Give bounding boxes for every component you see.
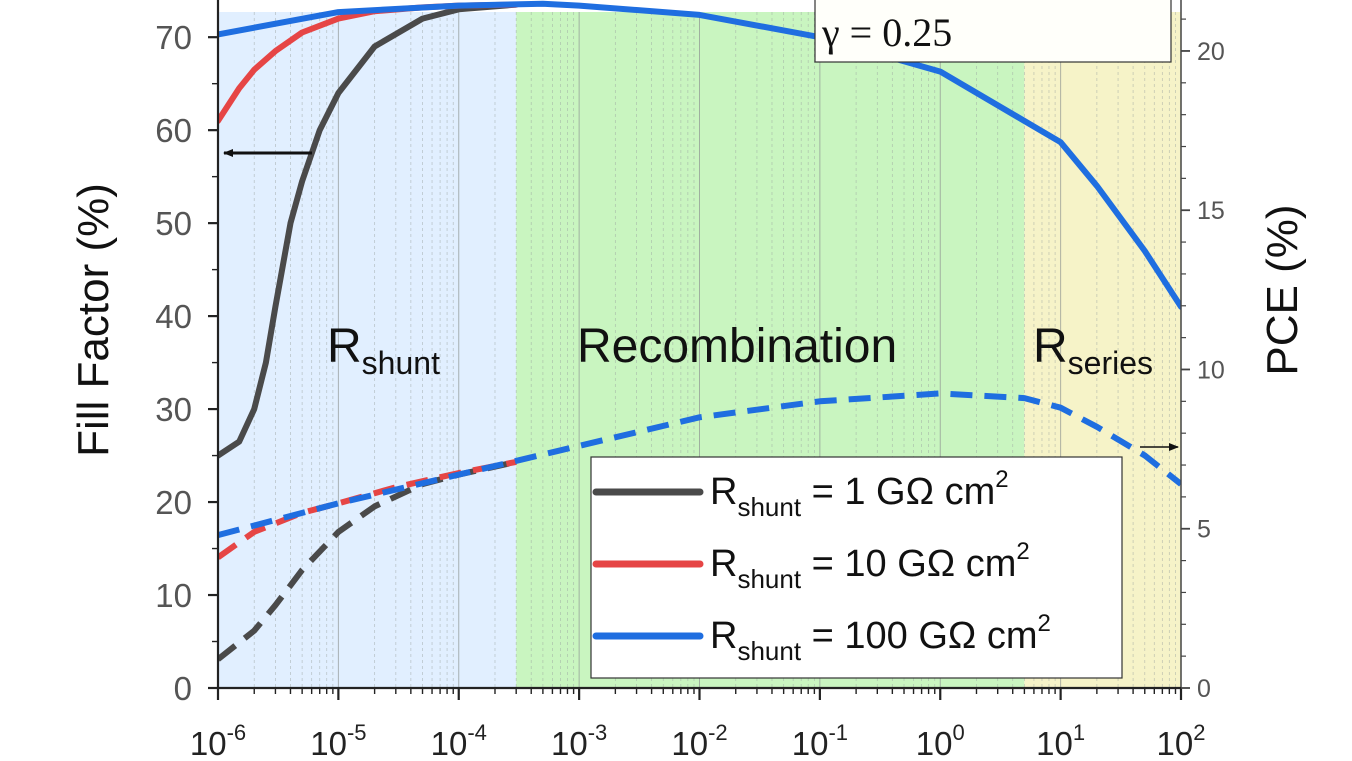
series-0-pce-line	[218, 458, 517, 662]
y-left-tick-label: 30	[155, 391, 192, 428]
x-tick-label: 10-3	[551, 720, 607, 761]
x-tick-label: 10-1	[792, 720, 848, 761]
y-left-tick-label: 60	[155, 112, 192, 149]
axis-arrows	[223, 149, 1179, 451]
legend: Rshunt = 1 GΩ cm2 Rshunt = 10 GΩ cm2 Rshun…	[590, 456, 1123, 679]
y-left-tick-label: 10	[155, 577, 192, 614]
legend-label-1: Rshunt = 10 GΩ cm2	[710, 538, 1030, 594]
region-0-label: Rshunt	[327, 320, 440, 381]
x-tick-label: 10-6	[190, 720, 246, 761]
x-tick-label: 10-4	[431, 720, 487, 761]
series-0-fill-factor-line	[218, 1, 520, 459]
y-axis-right-title: PCE (%)	[1258, 204, 1307, 375]
x-tick-label: 10-5	[310, 720, 366, 761]
y-right-tick-label: 5	[1197, 516, 1211, 544]
y-right-tick-label: 0	[1197, 675, 1211, 703]
axis-labels: 10-6 10-5 10-4 10-3 10-2 10-1 100 101 1020102030…	[155, 19, 1225, 761]
y-left-tick-label: 50	[155, 205, 192, 242]
axes	[208, 0, 1190, 700]
y-left-tick-label: 20	[155, 484, 192, 521]
y-left-tick-label: 0	[174, 670, 192, 707]
region-1-label: Recombination	[577, 320, 897, 373]
series-2-fill-factor-line	[218, 0, 1181, 310]
x-tick-label: 101	[1036, 720, 1085, 761]
legend-label-2: Rshunt = 100 GΩ cm2	[710, 610, 1051, 666]
gamma-annotation-text: γ = 0.25	[821, 10, 952, 55]
y-right-tick-label: 10	[1197, 356, 1225, 384]
y-left-tick-label: 70	[155, 19, 192, 56]
gamma-annotation: γ = 0.25	[814, 0, 1172, 63]
y-axis-left-title: Fill Factor (%)	[69, 183, 118, 457]
x-tick-label: 10-2	[671, 720, 727, 761]
y-right-tick-label: 15	[1197, 197, 1225, 225]
legend-label-0: Rshunt = 1 GΩ cm2	[710, 466, 1009, 522]
region-2-label: Rseries	[1033, 320, 1153, 381]
x-tick-label: 100	[916, 720, 965, 761]
x-tick-label: 102	[1157, 720, 1206, 761]
y-left-tick-label: 40	[155, 298, 192, 335]
series-lines	[218, 0, 1181, 662]
y-right-tick-label: 20	[1197, 38, 1225, 66]
